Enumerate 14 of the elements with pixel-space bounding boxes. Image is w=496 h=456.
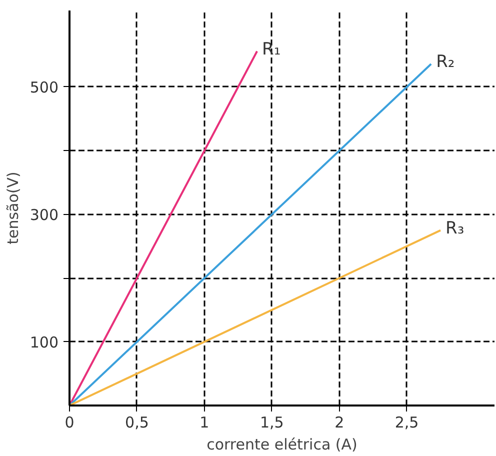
x-axis-title: corrente elétrica (A)	[206, 436, 358, 454]
x-tick-label: 1,5	[260, 414, 284, 432]
x-tick-label: 1	[200, 414, 210, 432]
x-tick-label: 0	[64, 414, 74, 432]
x-tick-label: 0,5	[125, 414, 149, 432]
x-tick-label: 2	[334, 414, 344, 432]
y-axis-title: tensão(V)	[4, 172, 22, 244]
y-tick-label: 500	[30, 78, 59, 96]
y-tick-label: 300	[30, 206, 59, 224]
y-tick-label: 100	[30, 333, 59, 352]
x-tick-label: 2,5	[394, 414, 419, 432]
series-label: R₂	[436, 52, 455, 72]
series-label: R₁	[262, 39, 281, 60]
series-label: R₃	[446, 218, 464, 238]
